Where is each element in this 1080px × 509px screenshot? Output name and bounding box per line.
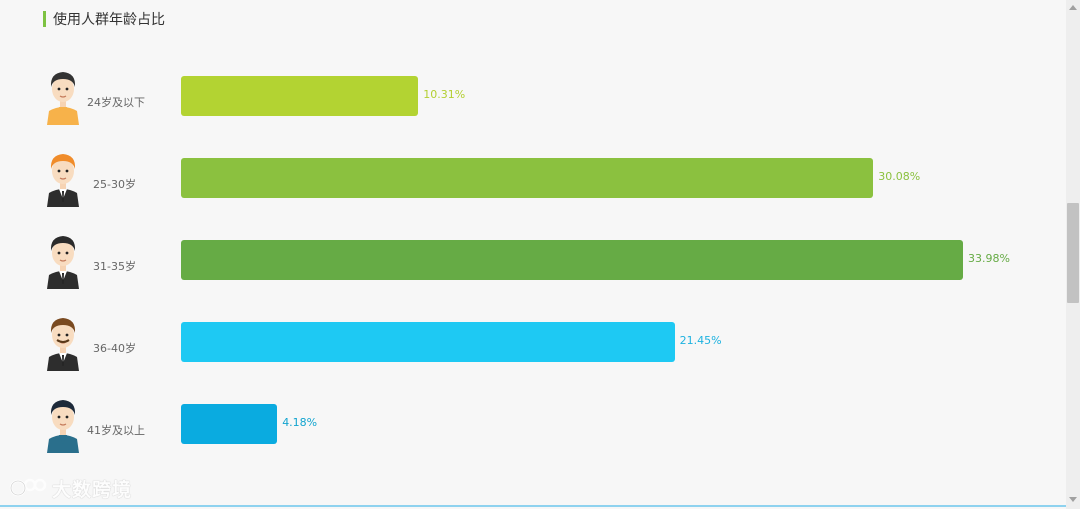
young-man-avatar-icon xyxy=(44,395,82,453)
chart-title: 使用人群年龄占比 xyxy=(53,12,165,28)
title-accent-mark xyxy=(43,11,46,27)
category-label: 24岁及以下 xyxy=(87,96,145,109)
boy-avatar-icon xyxy=(44,67,82,125)
bar xyxy=(181,322,675,362)
category-label: 31-35岁 xyxy=(93,260,136,273)
scroll-down-arrow-icon[interactable] xyxy=(1069,497,1077,502)
value-label: 4.18% xyxy=(282,416,318,429)
bar xyxy=(181,158,874,198)
category-label: 25-30岁 xyxy=(93,178,136,191)
vertical-scrollbar[interactable] xyxy=(1066,0,1080,509)
value-label: 21.45% xyxy=(679,334,722,347)
value-label: 10.31% xyxy=(423,88,466,101)
bar-row: 41岁及以上 4.18% xyxy=(0,395,1066,453)
bar-row: 36-40岁 21.45% xyxy=(0,313,1066,371)
watermark-text: 大数跨境 xyxy=(52,478,133,501)
chart-title-bar: 使用人群年龄占比 xyxy=(43,10,165,28)
orange-hair-man-avatar-icon xyxy=(44,149,82,207)
watermark: 大数跨境 xyxy=(8,474,132,502)
value-label: 33.98% xyxy=(968,252,1010,265)
bar xyxy=(181,76,419,116)
mustache-man-avatar-icon xyxy=(44,313,82,371)
bar xyxy=(181,404,278,444)
category-label: 36-40岁 xyxy=(93,342,136,355)
watermark-logo-icon xyxy=(9,478,47,497)
bar xyxy=(181,240,963,280)
suit-man-avatar-icon xyxy=(44,231,82,289)
category-label: 41岁及以上 xyxy=(87,424,145,437)
bar-row: 24岁及以下 10.31% xyxy=(0,67,1066,125)
bar-row: 31-35岁 33.98% xyxy=(0,231,1066,289)
bar-row: 25-30岁 30.08% xyxy=(0,149,1066,207)
value-label: 30.08% xyxy=(878,170,921,183)
scroll-thumb[interactable] xyxy=(1067,203,1079,303)
bottom-divider xyxy=(0,505,1066,507)
scroll-up-arrow-icon[interactable] xyxy=(1069,5,1077,10)
